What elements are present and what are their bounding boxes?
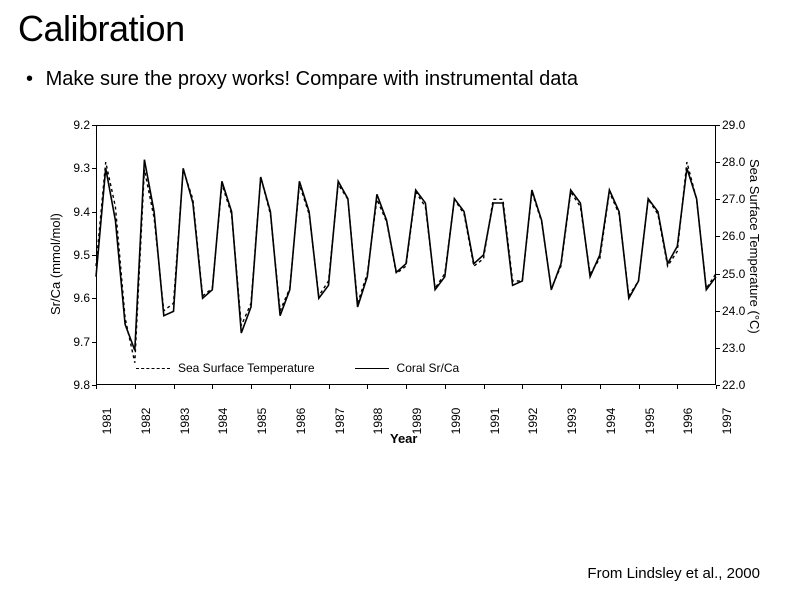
- calibration-chart: 9.29.39.49.59.69.79.829.028.027.026.025.…: [26, 115, 786, 465]
- legend-label: Sea Surface Temperature: [178, 361, 315, 375]
- legend-item: Coral Sr/Ca: [355, 361, 460, 375]
- legend-item: Sea Surface Temperature: [136, 361, 315, 375]
- bullet-dot: •: [26, 68, 40, 91]
- slide: Calibration • Make sure the proxy works!…: [0, 0, 800, 600]
- bullet-line: • Make sure the proxy works! Compare wit…: [26, 68, 782, 91]
- bullet-text: Make sure the proxy works! Compare with …: [46, 68, 578, 90]
- legend-swatch: [355, 368, 389, 369]
- legend-label: Coral Sr/Ca: [397, 361, 460, 375]
- page-title: Calibration: [18, 8, 782, 50]
- legend-swatch: [136, 368, 170, 369]
- series-coral-sr-ca: [96, 160, 716, 351]
- legend: Sea Surface Temperature Coral Sr/Ca: [136, 361, 459, 375]
- series-svg: [26, 115, 786, 465]
- attribution: From Lindsley et al., 2000: [587, 565, 760, 582]
- series-sea-surface-temperature: [96, 162, 716, 363]
